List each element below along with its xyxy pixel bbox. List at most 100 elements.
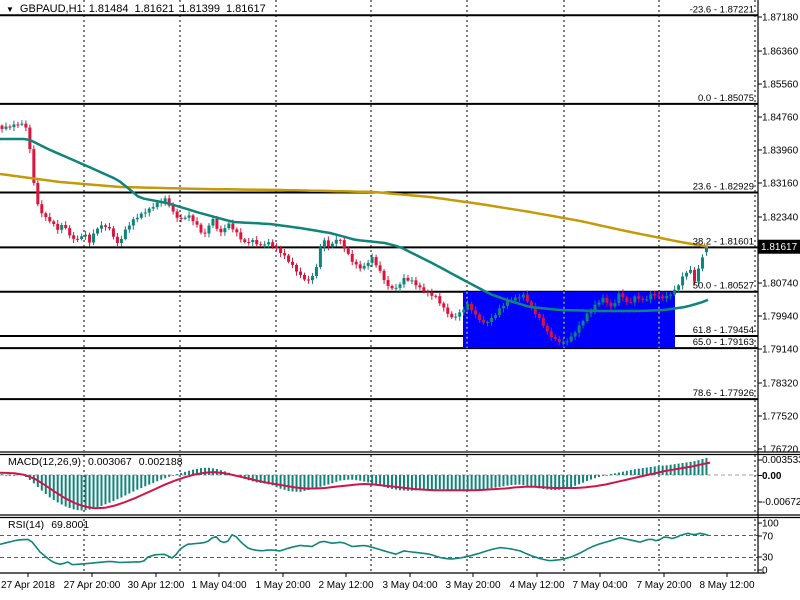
macd-histogram-bar [594, 474, 597, 479]
macd-histogram-bar [148, 474, 151, 485]
macd-histogram-bar [387, 474, 390, 488]
candle-body [450, 313, 454, 318]
candle-body [235, 229, 239, 233]
candle-body [685, 272, 689, 277]
candle-body [366, 262, 370, 266]
candle-body [318, 247, 322, 268]
macd-histogram-bar [434, 474, 437, 490]
macd-histogram-bar [335, 474, 338, 482]
macd-histogram-bar [625, 470, 628, 475]
symbol-dropdown-icon[interactable]: ▼ [6, 4, 14, 14]
macd-histogram-bar [601, 474, 604, 476]
candle-body [123, 229, 127, 239]
macd-histogram-bar [689, 461, 692, 475]
candle-body [370, 257, 374, 263]
macd-histogram-bar [518, 474, 521, 485]
macd-histogram-bar [291, 474, 294, 492]
macd-histogram-bar [287, 474, 290, 491]
price-axis-label: 1.86360 [762, 47, 799, 58]
candle-body [223, 228, 227, 233]
macd-histogram-bar [657, 465, 660, 475]
macd-histogram-bar [251, 474, 254, 482]
candle-body [565, 341, 569, 343]
candle-body [207, 225, 211, 234]
time-axis-label: 7 May 04:00 [572, 580, 627, 591]
macd-histogram-bar [68, 474, 71, 508]
candle-body [649, 294, 653, 300]
fib-label: 61.8 - 1.79454 [693, 325, 754, 336]
macd-histogram-bar [542, 474, 545, 490]
macd-histogram-bar [96, 474, 99, 508]
rsi-line [0, 532, 709, 566]
macd-histogram-bar [4, 474, 7, 476]
candle-body [629, 302, 633, 304]
candle-body [295, 264, 299, 272]
candle-body [482, 320, 486, 323]
rectangle-zone[interactable] [463, 291, 675, 349]
rsi-axis-label: 70 [762, 532, 774, 543]
macd-histogram-bar [402, 474, 405, 491]
candle-body [203, 232, 207, 234]
candle-body [88, 234, 92, 243]
fib-label: -23.6 - 1.87221 [690, 4, 754, 15]
macd-histogram-bar [550, 474, 553, 490]
macd-histogram-bar [303, 474, 306, 491]
macd-histogram-bar [271, 474, 274, 486]
macd-histogram-bar [323, 474, 326, 486]
macd-histogram-bar [454, 474, 457, 490]
quote-high: 1.81621 [134, 3, 175, 15]
price-axis-label: 1.84760 [762, 113, 799, 124]
candle-body [657, 295, 661, 297]
macd-histogram-bar [80, 474, 83, 511]
macd-histogram-bar [470, 474, 473, 491]
macd-histogram-bar [546, 474, 549, 490]
macd-histogram-bar [701, 459, 704, 475]
macd-histogram-bar [367, 474, 370, 483]
macd-histogram-bar [446, 474, 449, 490]
candle-body [275, 246, 279, 249]
candle-body [593, 304, 597, 311]
macd-axis-min: -0.006726 [762, 497, 800, 508]
macd-histogram-bar [1, 474, 3, 476]
candle-body [8, 126, 12, 128]
macd-histogram-bar [442, 474, 445, 490]
macd-histogram-bar [570, 474, 573, 488]
macd-histogram-bar [653, 466, 656, 475]
time-axis-label: 1 May 04:00 [191, 580, 246, 591]
candle-body [195, 221, 199, 225]
macd-histogram-bar [399, 474, 401, 491]
macd-histogram-bar [319, 474, 322, 487]
fib-label: 0.0 - 1.85075 [698, 93, 754, 104]
axis-labels: 1.87180 1.86360 1.85560 1.84760 1.83960 1.831… [1, 4, 800, 591]
candle-body [621, 293, 625, 298]
consolidation-rectangle[interactable] [463, 291, 675, 349]
candle-body [513, 297, 517, 301]
macd-histogram-bar [379, 474, 382, 486]
macd-histogram-bar [574, 474, 577, 486]
candle-body [135, 217, 139, 220]
macd-histogram-bar [299, 474, 302, 492]
candle-body [350, 253, 354, 262]
candle-body [338, 239, 342, 241]
symbol-timeframe-label: GBPAUD,H1 [19, 3, 83, 15]
quote-bar: ▼ GBPAUD,H1 1.81484 1.81621 1.81399 1.81… [6, 3, 266, 15]
macd-histogram-bar [152, 474, 155, 483]
candle-body [76, 238, 80, 240]
candle-body [577, 325, 581, 333]
price-axis-label: 1.79140 [762, 345, 799, 356]
macd-histogram-bar [132, 474, 135, 492]
candle-body [354, 261, 358, 265]
candle-body [310, 275, 314, 281]
candle-body [111, 228, 115, 237]
price-axis-label: 1.80740 [762, 279, 799, 290]
candle-body [549, 331, 553, 338]
candle-body [48, 217, 52, 222]
candle-body [342, 240, 346, 249]
slow-ma-line [0, 172, 709, 248]
candle-body [302, 274, 306, 280]
macd-histogram-bar [661, 465, 664, 475]
candle-body [681, 276, 685, 286]
macd-histogram-bar [327, 474, 330, 485]
macd-histogram-bar [192, 469, 195, 475]
